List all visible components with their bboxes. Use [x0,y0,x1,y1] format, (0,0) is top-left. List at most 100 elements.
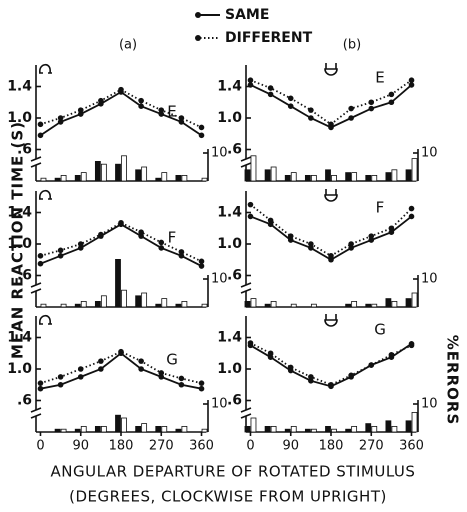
error-bar [365,423,372,433]
error-bar [80,172,87,182]
error-bar [391,300,398,308]
error-bar [181,174,188,182]
axis-break [240,156,252,168]
x-tick-label: 0 [36,439,44,454]
y-tick-label: 1.0 [217,110,242,126]
rt-point [267,217,274,224]
y-tick-label: 1.0 [7,361,32,377]
y2-tick-label: 10 [421,146,438,161]
error-bar [201,428,208,433]
y-tick-label: .6 [17,268,32,284]
rt-point [158,107,165,113]
rt-point [178,381,185,388]
error-bar [100,425,107,433]
error-bar [121,289,127,308]
axis-break [240,282,252,294]
error-bar [115,414,121,433]
rt-point [57,381,64,388]
rt-point [37,380,44,386]
rt-point [348,241,354,247]
y-tick-label: .6 [227,393,242,409]
rt-point [267,350,274,357]
error-bar [325,425,331,433]
column-label: (b) [343,38,361,53]
error-bar [331,428,337,433]
error-bar [135,295,142,308]
x-tick-label: 180 [109,439,134,454]
rt-point [98,366,104,372]
error-bar [175,174,182,182]
error-bar [74,303,81,308]
error-bar [94,425,101,433]
axis-break [30,156,42,168]
y-tick-label: 1.4 [217,205,242,221]
rt-point [178,115,185,121]
error-bar [250,298,257,308]
rt-line [40,221,202,263]
rt-point [328,256,334,263]
rt-point [267,85,274,91]
stimulus-icon [324,314,338,327]
rt-point [77,241,84,247]
rt-point [198,132,205,139]
error-bar [325,169,331,182]
rt-point [158,370,165,376]
error-bar [155,177,162,182]
legend-label: SAME [225,7,269,23]
rt-point [178,249,185,255]
rt-line [40,88,202,129]
error-bar [284,174,291,182]
stimulus-icon [39,63,52,74]
error-bar [161,425,168,433]
rt-point [247,340,254,346]
x-tick-label: 270 [359,439,384,454]
error-bar [250,417,257,433]
error-bar [304,174,311,182]
error-bar [141,292,148,308]
y-tick-label: .6 [17,142,32,158]
error-bar [250,155,257,182]
rt-point [198,380,205,386]
rt-point [247,201,254,208]
rt-point [138,233,144,239]
rt-point [348,245,354,251]
error-bar [345,172,352,182]
rt-point [247,77,254,83]
rt-line [250,343,413,388]
panel-label: E [167,103,176,121]
error-bar [161,298,168,308]
y-tick-label: 1.0 [7,236,32,252]
y-tick-label: .6 [227,268,242,284]
rt-point [138,366,144,372]
error-bar [181,300,188,308]
x-tick-label: 180 [319,439,344,454]
error-bar [94,160,101,182]
rt-point [368,105,375,112]
y-tick-label: 1.4 [217,79,242,95]
error-bar [310,428,317,433]
rt-point [138,358,144,364]
rt-point [308,241,314,247]
x-tick-label: 90 [72,439,89,454]
rt-line [40,223,202,267]
rt-point [37,132,44,139]
error-bar [310,303,317,308]
error-bar [264,303,271,308]
error-bar [155,425,162,433]
rt-line [250,342,412,386]
error-bar [135,425,142,433]
legend-label: DIFFERENT [225,30,313,46]
error-bar [40,303,47,308]
rt-point [388,91,395,98]
rt-point [408,342,415,349]
rt-line [40,350,202,385]
stimulus-icon [324,189,338,202]
rt-point [98,97,104,104]
error-bar [385,420,392,433]
error-bar [115,163,121,182]
rt-line [249,203,413,257]
rt-point [77,107,84,113]
error-bar [60,303,67,308]
rt-point [287,95,294,102]
rt-point [408,213,415,220]
